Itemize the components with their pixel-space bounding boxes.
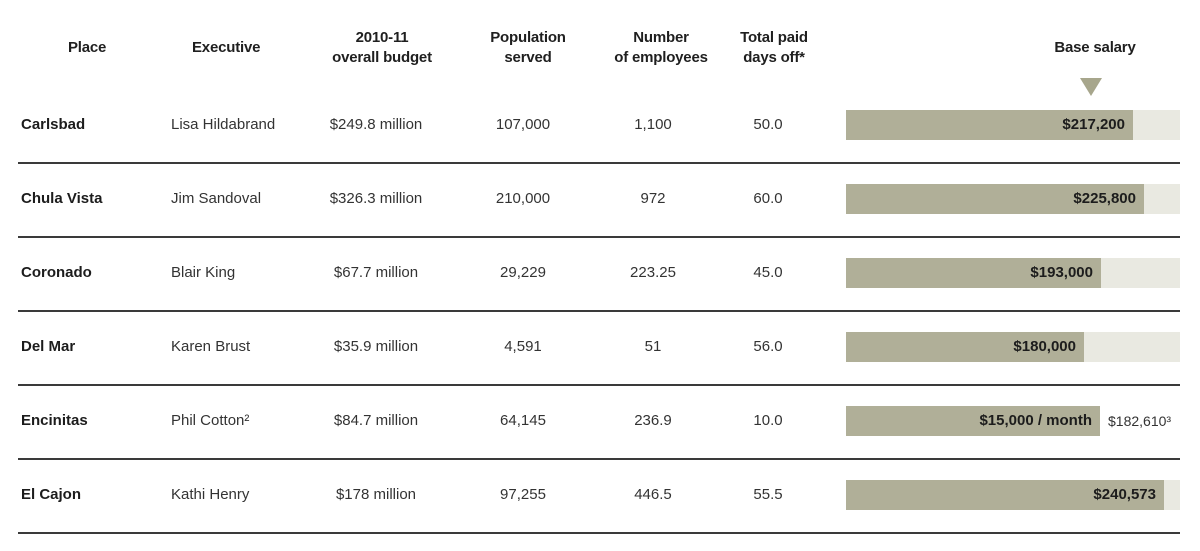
- population-cell: 29,229: [500, 264, 546, 281]
- salary-annual-note: $182,610³: [1108, 413, 1172, 429]
- salary-bar-track: $193,000: [846, 258, 1180, 288]
- header-days-line2: days off*: [743, 49, 805, 66]
- header-days-line1: Total paid: [740, 29, 808, 46]
- executive-cell: Karen Brust: [171, 338, 251, 355]
- budget-cell: $67.7 million: [333, 264, 419, 281]
- days-off-cell: 60.0: [753, 190, 783, 207]
- header-budget-line1: 2010-11: [355, 29, 409, 46]
- salary-bar-track: $15,000 / month $182,610³: [846, 406, 1180, 436]
- triangle-marker-icon: [1080, 78, 1102, 96]
- place-cell: Chula Vista: [21, 190, 103, 207]
- salary-bar: $180,000: [846, 332, 1084, 362]
- header-salary-text: Base salary: [1054, 39, 1136, 56]
- employees-cell: 1,100: [634, 116, 672, 133]
- place-cell: El Cajon: [21, 486, 82, 503]
- table-row: El Cajon Kathi Henry $178 million 97,255 446…: [18, 458, 1180, 534]
- header-population: Population served: [478, 28, 578, 68]
- place-cell: Encinitas: [21, 412, 88, 429]
- salary-bar: $217,200: [846, 110, 1133, 140]
- population-cell: 64,145: [500, 412, 546, 429]
- salary-label: $225,800: [1073, 190, 1136, 207]
- place-cell: Coronado: [21, 264, 92, 281]
- salary-bar-track: $180,000: [846, 332, 1180, 362]
- budget-cell: $178 million: [335, 486, 417, 503]
- salary-bar: $225,800: [846, 184, 1144, 214]
- table-row: Coronado Blair King $67.7 million 29,229 223…: [18, 236, 1180, 312]
- table-row: Encinitas Phil Cotton² $84.7 million 64,145…: [18, 384, 1180, 460]
- salary-bar: $240,573: [846, 480, 1164, 510]
- population-cell: 210,000: [495, 190, 551, 207]
- budget-cell: $249.8 million: [329, 116, 423, 133]
- executive-cell: Phil Cotton²: [171, 412, 250, 429]
- header-budget-line2: overall budget: [332, 49, 432, 66]
- executive-cell: Kathi Henry: [171, 486, 250, 503]
- salary-bar-track: $217,200: [846, 110, 1180, 140]
- population-cell: 107,000: [495, 116, 551, 133]
- salary-bar-track: $240,573: [846, 480, 1180, 510]
- employees-cell: 223.25: [630, 264, 676, 281]
- table-row: Chula Vista Jim Sandoval $326.3 million 210…: [18, 162, 1180, 238]
- days-off-cell: 10.0: [753, 412, 783, 429]
- budget-cell: $326.3 million: [329, 190, 423, 207]
- population-cell: 4,591: [504, 338, 542, 355]
- days-off-cell: 45.0: [753, 264, 783, 281]
- header-population-line1: Population: [490, 29, 566, 46]
- header-employees: Number of employees: [602, 28, 720, 68]
- salary-bar-track: $225,800: [846, 184, 1180, 214]
- employees-cell: 236.9: [634, 412, 672, 429]
- budget-cell: $84.7 million: [333, 412, 419, 429]
- employees-cell: 972: [640, 190, 666, 207]
- budget-cell: $35.9 million: [333, 338, 419, 355]
- salary-bar: $193,000: [846, 258, 1101, 288]
- header-employees-line1: Number: [633, 29, 689, 46]
- table-row: Carlsbad Lisa Hildabrand $249.8 million 107…: [18, 88, 1180, 164]
- employees-cell: 446.5: [634, 486, 672, 503]
- header-place-text: Place: [68, 39, 107, 56]
- salary-label: $193,000: [1030, 264, 1093, 281]
- header-executive-text: Executive: [192, 39, 261, 56]
- header-budget: 2010-11 overall budget: [322, 28, 442, 68]
- executive-cell: Jim Sandoval: [171, 190, 262, 207]
- header-salary: Base salary: [1030, 38, 1160, 58]
- place-cell: Carlsbad: [21, 116, 86, 133]
- days-off-cell: 55.5: [753, 486, 783, 503]
- days-off-cell: 56.0: [753, 338, 783, 355]
- header-population-line2: served: [504, 49, 552, 66]
- days-off-cell: 50.0: [753, 116, 783, 133]
- place-cell: Del Mar: [21, 338, 76, 355]
- header-executive: Executive: [192, 38, 260, 58]
- header-days-off: Total paid days off*: [728, 28, 820, 68]
- header-place: Place: [68, 38, 106, 58]
- executive-cell: Blair King: [171, 264, 236, 281]
- salary-bar: $15,000 / month: [846, 406, 1100, 436]
- population-cell: 97,255: [500, 486, 546, 503]
- salary-label: $240,573: [1093, 486, 1156, 503]
- table-row: Del Mar Karen Brust $35.9 million 4,591 51 56…: [18, 310, 1180, 386]
- salary-label: $180,000: [1013, 338, 1076, 355]
- header-employees-line2: of employees: [614, 49, 708, 66]
- salary-label: $15,000 / month: [979, 412, 1092, 429]
- executive-cell: Lisa Hildabrand: [171, 116, 276, 133]
- salary-label: $217,200: [1062, 116, 1125, 133]
- employees-cell: 51: [644, 338, 662, 355]
